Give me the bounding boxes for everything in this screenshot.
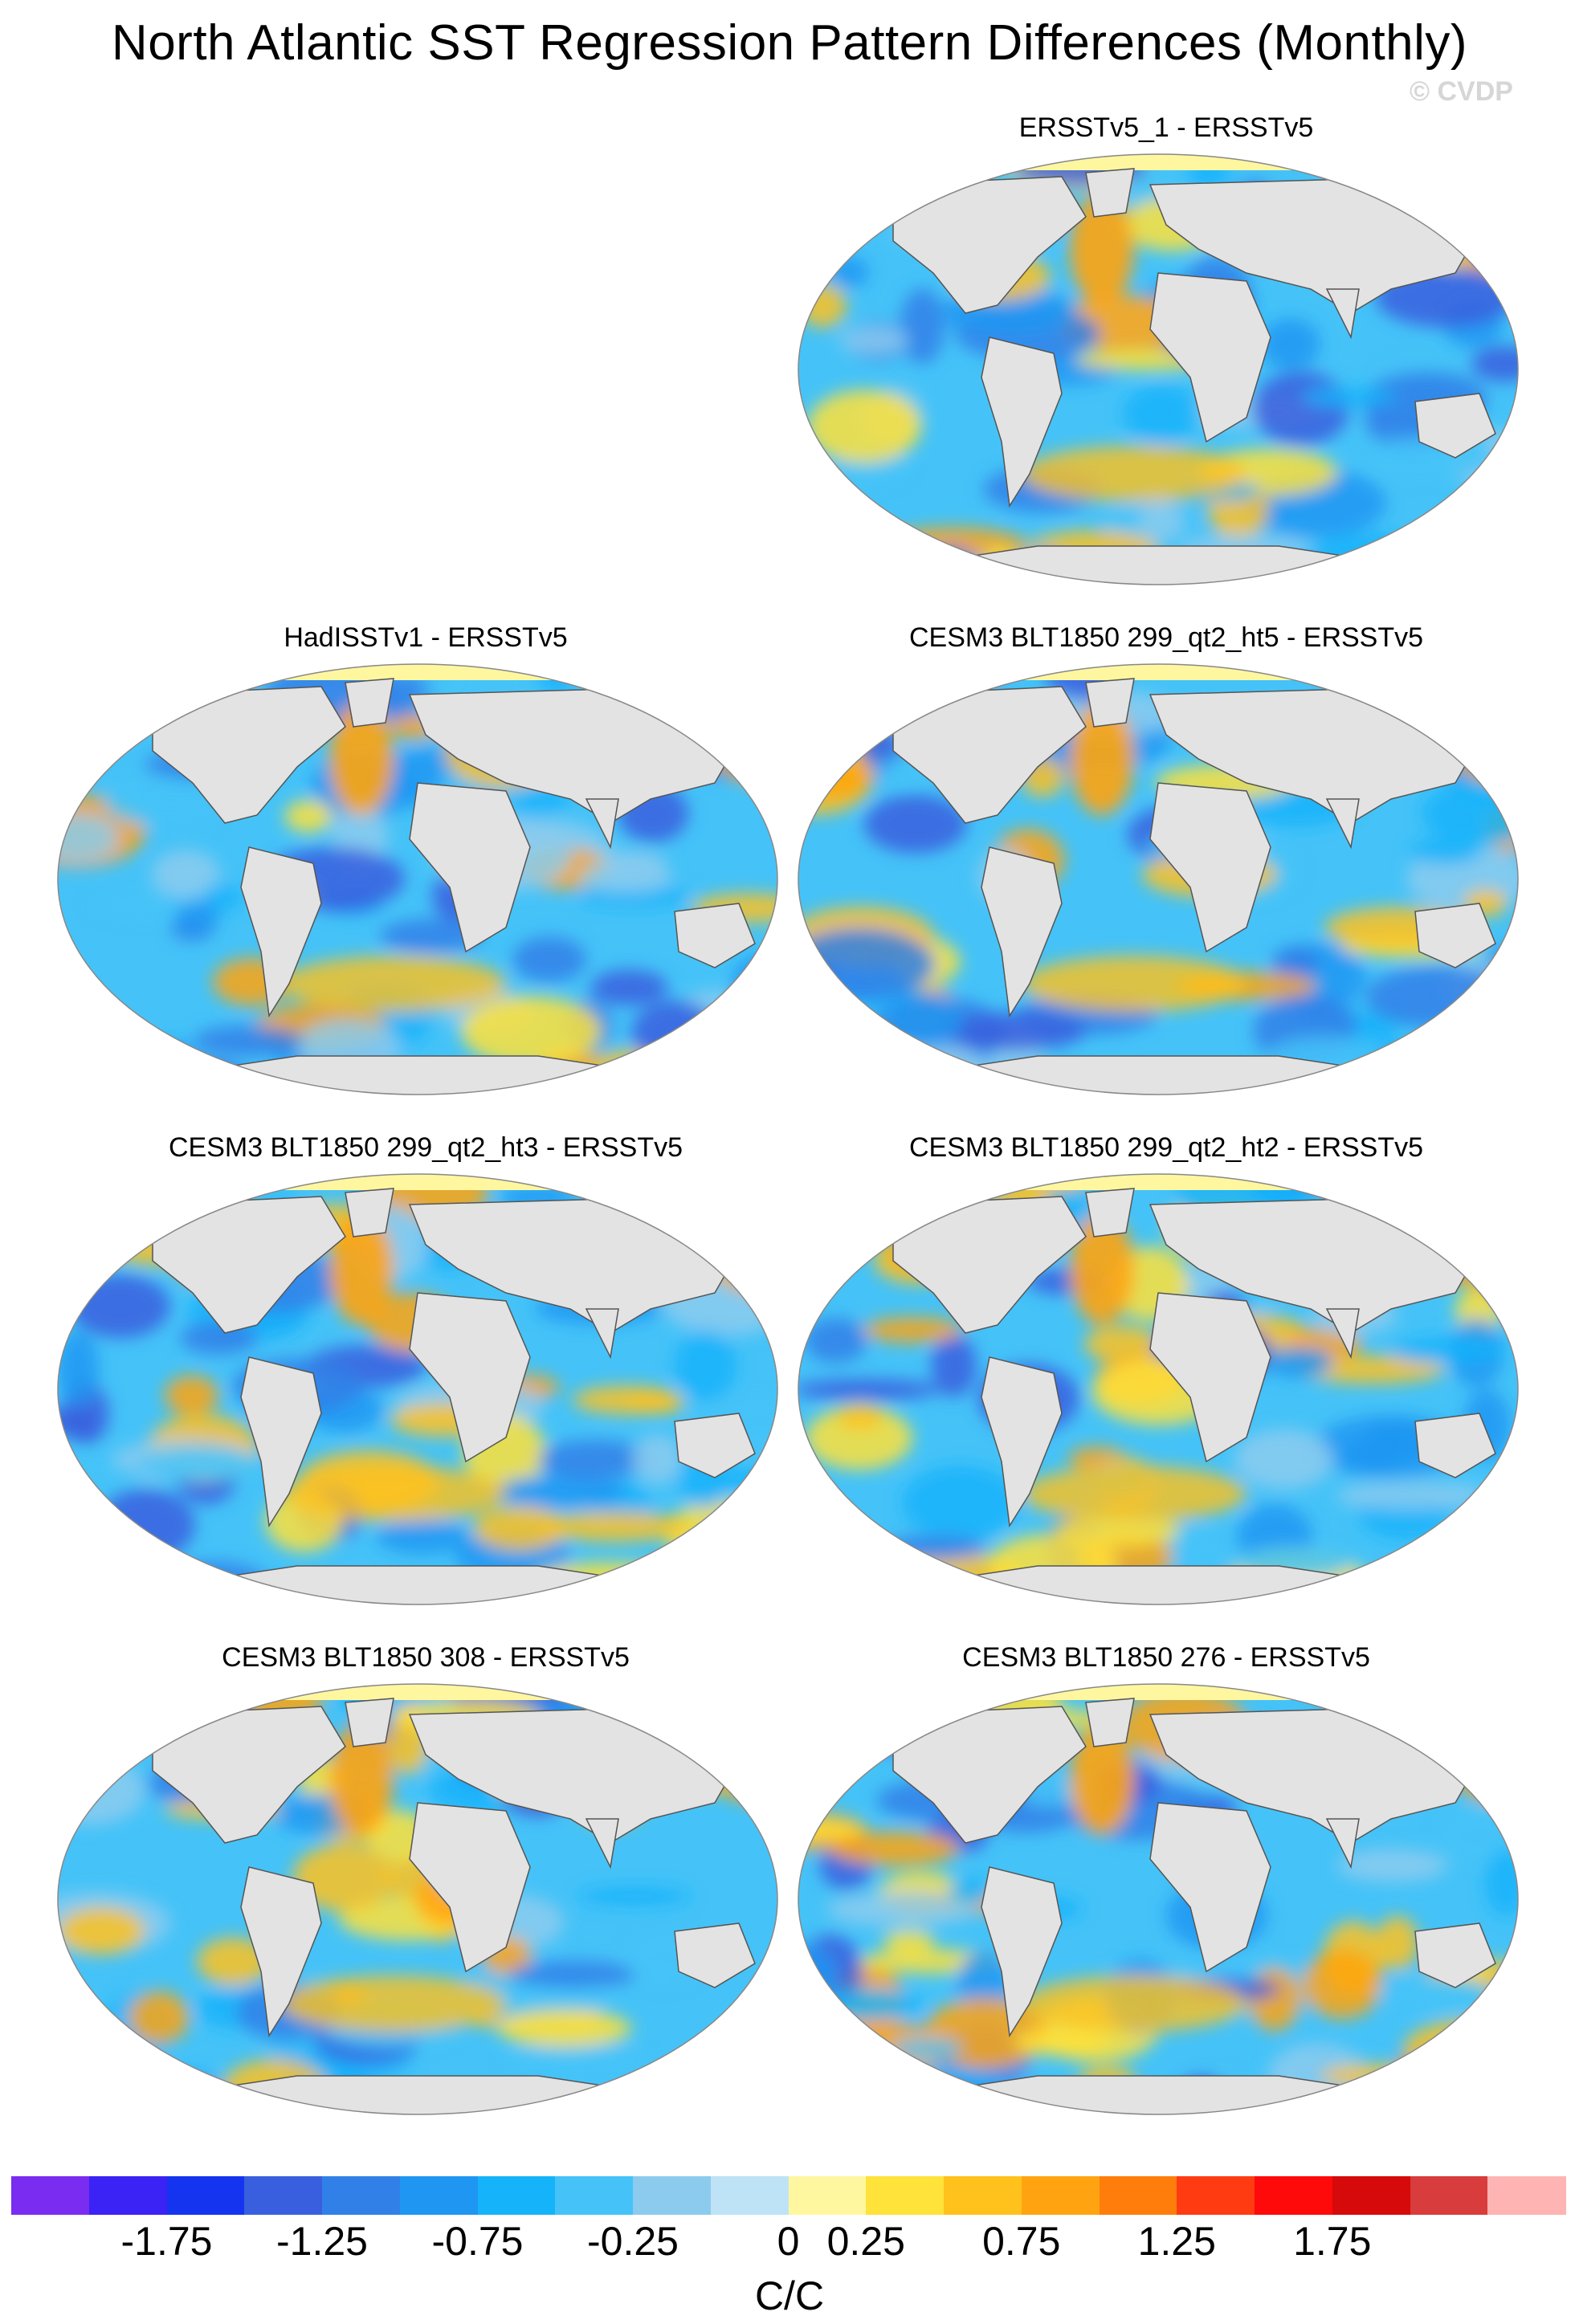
colorbar-swatch — [11, 2176, 90, 2215]
colorbar-swatch — [633, 2176, 712, 2215]
colorbar-swatch — [788, 2176, 867, 2215]
colorbar-swatch — [88, 2176, 167, 2215]
colorbar-tick-label: 1.25 — [1137, 2219, 1216, 2264]
global-sst-map — [57, 1173, 778, 1605]
panel-title: CESM3 BLT1850 308 - ERSSTv5 — [222, 1642, 630, 1673]
colorbar-swatch — [477, 2176, 556, 2215]
colorbar-tick-label: -0.25 — [587, 2219, 679, 2264]
colorbar-swatch — [1177, 2176, 1255, 2215]
colorbar-swatch — [944, 2176, 1022, 2215]
colorbar-swatch — [244, 2176, 323, 2215]
panel-title: CESM3 BLT1850 276 - ERSSTv5 — [962, 1642, 1370, 1673]
global-sst-map — [798, 663, 1519, 1095]
global-sst-map — [57, 1683, 778, 2115]
colorbar-tick-label: 0.25 — [826, 2219, 905, 2264]
map-panel: ERSSTv5_1 - ERSSTv5 — [797, 112, 1536, 594]
colorbar-units: C/C — [754, 2273, 825, 2318]
map-panel: CESM3 BLT1850 299_qt2_ht2 - ERSSTv5 — [797, 1132, 1536, 1614]
colorbar-tick-label: 0 — [777, 2219, 800, 2264]
map-panel: CESM3 BLT1850 299_qt2_ht3 - ERSSTv5 — [56, 1132, 795, 1614]
panel-title: CESM3 BLT1850 299_qt2_ht3 - ERSSTv5 — [168, 1132, 683, 1163]
panel-title: CESM3 BLT1850 299_qt2_ht2 - ERSSTv5 — [908, 1132, 1424, 1163]
colorbar-swatch — [1021, 2176, 1100, 2215]
colorbar-tick-label: -1.75 — [120, 2219, 213, 2264]
cvdp-watermark: © CVDP — [1410, 76, 1513, 107]
colorbar-swatch — [1099, 2176, 1177, 2215]
map-panel: CESM3 BLT1850 276 - ERSSTv5 — [797, 1642, 1536, 2124]
colorbar-swatch — [1255, 2176, 1333, 2215]
colorbar-swatch — [1410, 2176, 1488, 2215]
colorbar-tick-label: 0.75 — [982, 2219, 1061, 2264]
colorbar-swatch — [866, 2176, 945, 2215]
colorbar-swatch — [1332, 2176, 1410, 2215]
global-sst-map — [798, 153, 1519, 585]
colorbar-swatch — [322, 2176, 401, 2215]
colorbar — [11, 2176, 1566, 2215]
map-panel: CESM3 BLT1850 299_qt2_ht5 - ERSSTv5 — [797, 622, 1536, 1104]
colorbar-swatch — [710, 2176, 789, 2215]
colorbar-tick-label: 1.75 — [1293, 2219, 1372, 2264]
panel-title: CESM3 BLT1850 299_qt2_ht5 - ERSSTv5 — [908, 622, 1424, 653]
figure-title: North Atlantic SST Regression Pattern Di… — [111, 15, 1468, 71]
map-panel: HadISSTv1 - ERSSTv5 — [56, 622, 795, 1104]
colorbar-tick-label: -0.75 — [431, 2219, 524, 2264]
map-panel: CESM3 BLT1850 308 - ERSSTv5 — [56, 1642, 795, 2124]
panel-title: ERSSTv5_1 - ERSSTv5 — [1018, 112, 1314, 143]
global-sst-map — [798, 1173, 1519, 1605]
global-sst-map — [798, 1683, 1519, 2115]
colorbar-swatch — [399, 2176, 478, 2215]
colorbar-swatch — [1487, 2176, 1566, 2215]
colorbar-tick-label: -1.25 — [276, 2219, 368, 2264]
panel-title: HadISSTv1 - ERSSTv5 — [284, 622, 568, 653]
colorbar-swatch — [166, 2176, 245, 2215]
colorbar-swatch — [555, 2176, 634, 2215]
global-sst-map — [57, 663, 778, 1095]
